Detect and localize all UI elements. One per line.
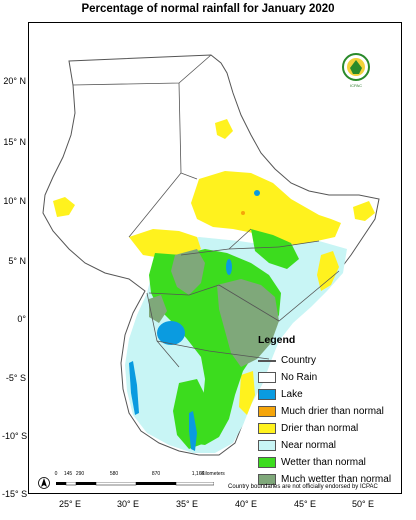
scale-tick: 145 [63, 471, 73, 477]
region-much-wetter-kenya [217, 279, 279, 367]
legend-label: Lake [281, 389, 303, 400]
legend-item-much-wetter: Much wetter than normal [258, 471, 400, 488]
no-rain-swatch [258, 372, 276, 383]
much-drier-swatch [258, 406, 276, 417]
lon-label-30e: 30° E [116, 499, 140, 509]
legend-item-no-rain: No Rain [258, 369, 400, 386]
legend-item-lake: Lake [258, 386, 400, 403]
scale-tick: 0 [54, 471, 58, 477]
scale-tick: 580 [109, 471, 119, 477]
legend-label: Drier than normal [281, 423, 359, 434]
scale-unit: Kilometers [201, 471, 225, 477]
legend-item-near-normal: Near normal [258, 437, 400, 454]
lat-label-15n: 15° N [3, 137, 26, 147]
country-boundaries [72, 54, 340, 368]
region-drier-ethiopia [191, 171, 341, 245]
lake-turkana [226, 259, 232, 275]
legend-label: Near normal [281, 440, 337, 451]
region-drier-sudan [129, 229, 201, 259]
legend-label: Much wetter than normal [281, 474, 392, 485]
legend-item-much-drier: Much drier than normal [258, 403, 400, 420]
legend: Legend Country No Rain Lake Much drier t… [258, 334, 400, 488]
logo-text: ICPAC [350, 83, 362, 88]
lon-label-50e: 50° E [351, 499, 375, 509]
legend-label: No Rain [281, 372, 318, 383]
map-frame [28, 22, 402, 494]
lake-malawi [189, 411, 197, 451]
region-drier-west [53, 197, 75, 217]
region-much-wetter-ssudan [171, 249, 205, 295]
lake-swatch [258, 389, 276, 400]
scale-tick: 290 [75, 471, 85, 477]
lat-label-10n: 10° N [3, 196, 26, 206]
lat-label-10s: -10° S [2, 431, 28, 441]
lake-victoria [157, 321, 185, 345]
scale-bar-graphic [56, 482, 214, 486]
near-normal-swatch [258, 440, 276, 451]
lon-label-35e: 35° E [175, 499, 199, 509]
lon-label-25e: 25° E [58, 499, 82, 509]
lon-label-45e: 45° E [293, 499, 317, 509]
wetter-swatch [258, 457, 276, 468]
drier-swatch [258, 423, 276, 434]
lake-tanganyika [129, 361, 139, 415]
lake-tana [254, 190, 260, 196]
lat-label-20n: 20° N [3, 76, 26, 86]
scale-tick: 1,160 [191, 471, 205, 477]
map-canvas [42, 54, 380, 456]
icpac-logo [342, 53, 370, 81]
disclaimer: Country boundaries are not officially en… [228, 484, 378, 490]
north-arrow-icon [38, 477, 50, 489]
legend-label: Much drier than normal [281, 406, 384, 417]
region-drier-tanzania-coast [239, 371, 255, 415]
lon-label-40e: 40° E [234, 499, 258, 509]
region-drier-north-patch [215, 119, 233, 139]
scale-tick: 870 [151, 471, 161, 477]
lat-label-5s: -5° S [5, 373, 26, 383]
lat-label-5n: 5° N [8, 256, 26, 266]
country-line-swatch [258, 359, 276, 362]
map-title: Percentage of normal rainfall for Januar… [81, 3, 335, 15]
lat-label-0: 0° [17, 314, 26, 324]
region-drier-east-patch [353, 201, 375, 221]
legend-title: Legend [258, 334, 296, 346]
much-wetter-swatch [258, 474, 276, 485]
legend-label: Country [281, 355, 317, 366]
legend-item-drier: Drier than normal [258, 420, 400, 437]
legend-item-wetter: Wetter than normal [258, 454, 400, 471]
region-much-drier [241, 211, 245, 215]
scale-bar: 0 145 290 580 870 1,160 Kilometers [55, 471, 225, 490]
region-much-wetter-west [149, 295, 167, 323]
lat-label-15s: -15° S [2, 489, 28, 499]
region-drier-somalia [317, 251, 339, 291]
legend-item-country: Country [258, 352, 400, 369]
region-wetter-ethiopia-edge [251, 229, 299, 269]
legend-label: Wetter than normal [281, 457, 366, 468]
